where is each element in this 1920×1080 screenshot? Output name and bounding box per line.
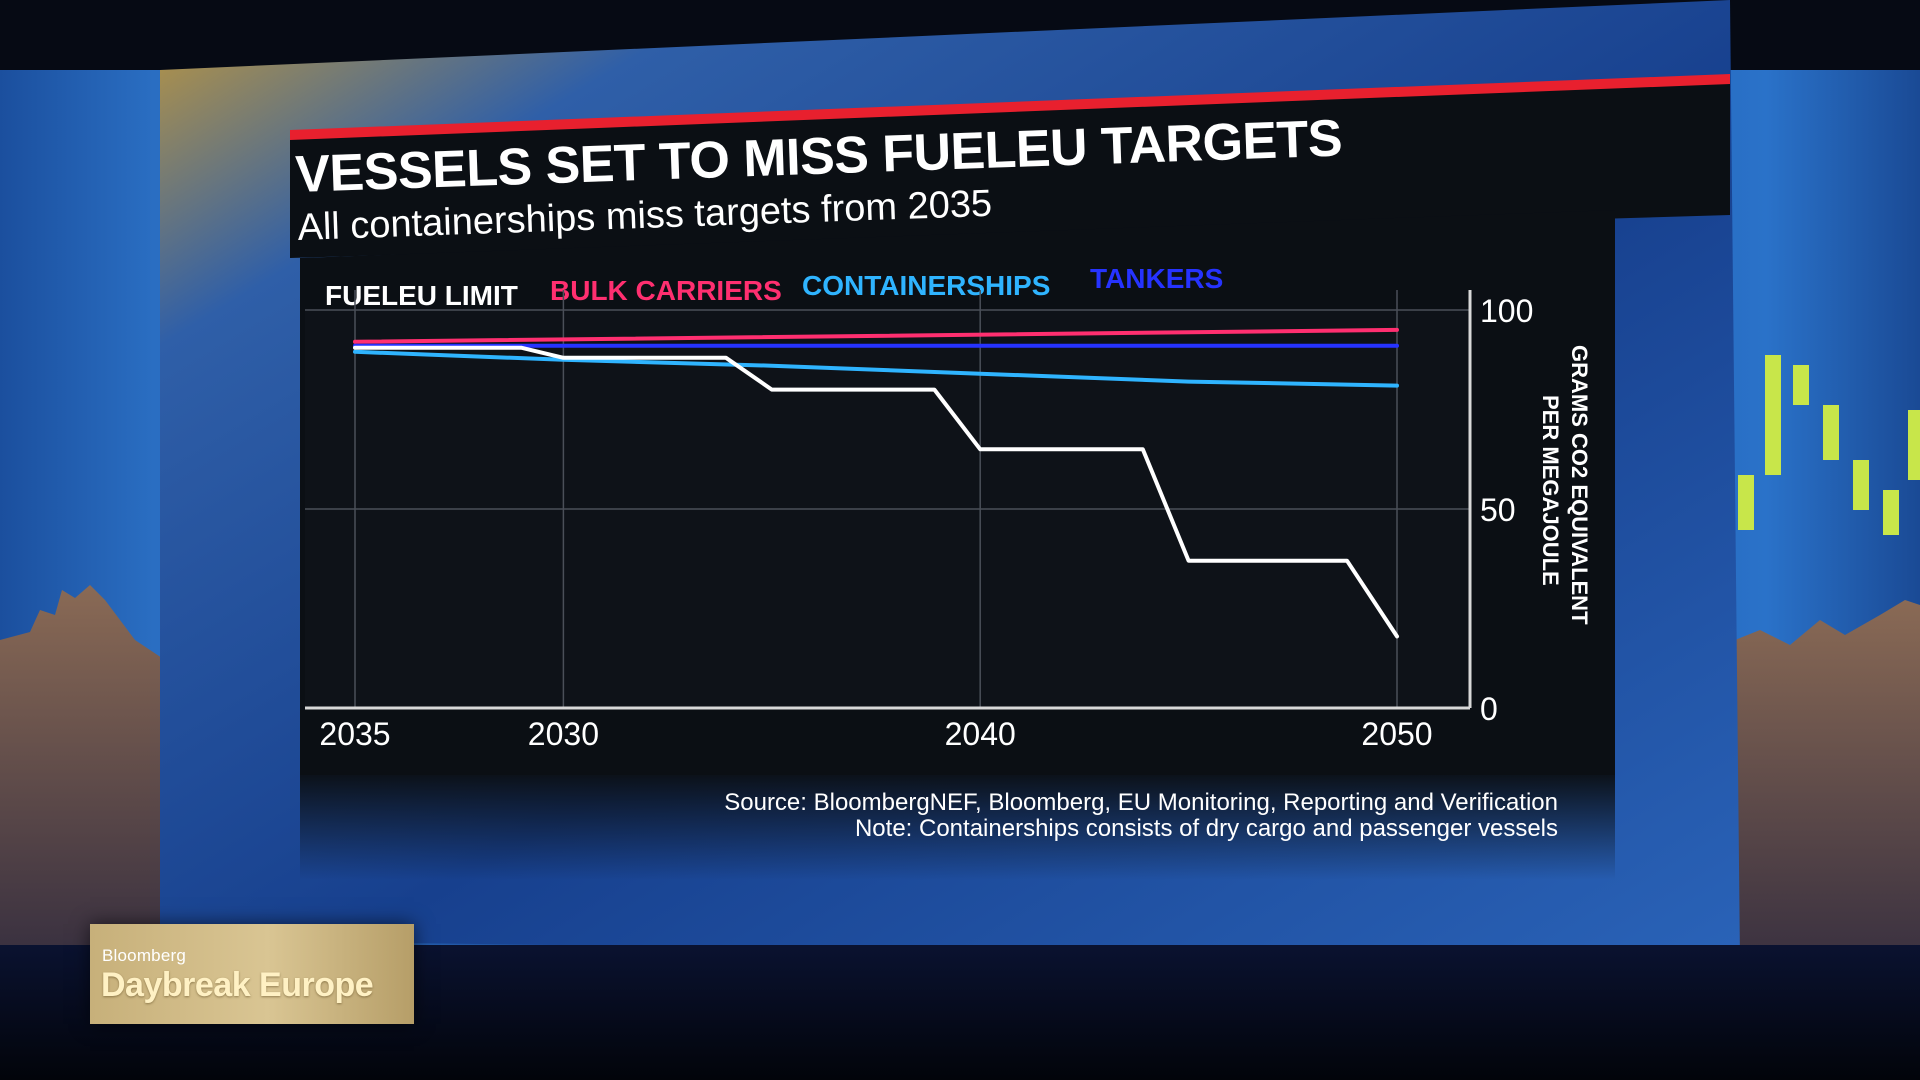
- red-accent-strip: [290, 74, 1730, 140]
- series-line-containerships: [353, 349, 1399, 388]
- legend: FUELEU LIMIT BULK CARRIERS CONTAINERSHIP…: [325, 263, 1223, 311]
- city-skyline-left: [0, 585, 165, 950]
- y-tick-label: 0: [1480, 691, 1498, 727]
- legend-item-tankers: TANKERS: [1090, 263, 1223, 294]
- show-name: Daybreak Europe: [101, 966, 374, 1004]
- x-tick-label: 2040: [945, 716, 1016, 752]
- series-line-bulk-carriers: [353, 327, 1399, 344]
- x-tick-label: 2035: [319, 716, 390, 752]
- chart-panel-fade: [300, 770, 1615, 880]
- y-tick-label: 100: [1480, 293, 1533, 329]
- x-tick-label: 2030: [528, 716, 599, 752]
- y-axis-label-line-2: PER MEGAJOULE: [1538, 395, 1563, 586]
- network-name: Bloomberg: [102, 946, 187, 965]
- legend-item-bulk-carriers: BULK CARRIERS: [550, 275, 782, 306]
- legend-item-containerships: CONTAINERSHIPS: [802, 270, 1050, 301]
- decorative-candlesticks: [1738, 355, 1920, 535]
- legend-item-fueleu-limit: FUELEU LIMIT: [325, 280, 518, 311]
- y-axis-label-line-1: GRAMS CO2 EQUIVALENT: [1567, 345, 1592, 625]
- series-layer: [353, 327, 1399, 639]
- y-tick-label: 50: [1480, 492, 1516, 528]
- x-tick-label: 2050: [1361, 716, 1432, 752]
- source-note: Source: BloombergNEF, Bloomberg, EU Moni…: [724, 789, 1558, 816]
- city-skyline-right: [1735, 600, 1920, 960]
- series-line-fueleu-limit: [353, 345, 1399, 639]
- lower-third: Bloomberg Daybreak Europe: [90, 924, 414, 1024]
- axes: 0 50 100 2035 2030 2040 2050: [305, 290, 1533, 752]
- containerships-note: Note: Containerships consists of dry car…: [855, 815, 1558, 842]
